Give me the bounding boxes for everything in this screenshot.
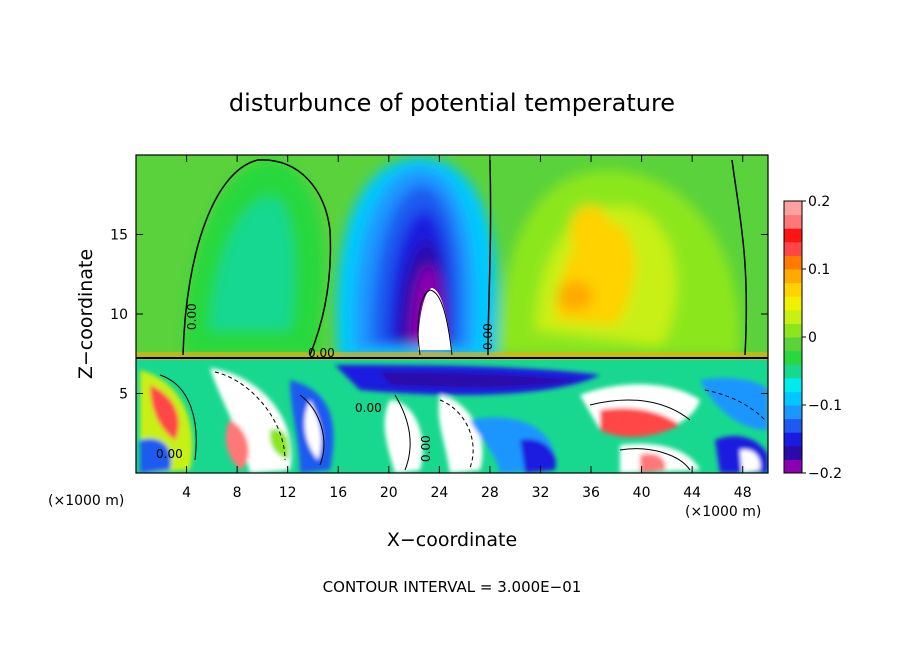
colorbar-swatch	[784, 432, 802, 447]
contour-label: 0.00	[355, 401, 382, 415]
lower-layer-turbulence	[140, 365, 768, 473]
colorbar-swatch	[784, 323, 802, 338]
y-axis-label: Z−coordinate	[75, 249, 97, 379]
x-axis: 4 8 12 16 20 24 28 32 36 40 44 48	[182, 155, 752, 501]
x-unit-label-right: (×1000 m)	[685, 504, 761, 520]
x-tick-label: 24	[430, 485, 448, 501]
colorbar-swatch	[784, 214, 802, 229]
x-axis-label: X−coordinate	[387, 529, 517, 551]
colorbar-swatch	[784, 459, 802, 474]
colorbar-swatch	[784, 241, 802, 256]
y-tick-label: 15	[110, 228, 128, 244]
contour-right-plume-left	[487, 159, 492, 356]
colorbar-swatch	[784, 201, 802, 216]
x-tick-label: 16	[329, 485, 347, 501]
x-tick-label: 48	[734, 485, 752, 501]
contour-interval-note: CONTOUR INTERVAL = 3.000E−01	[323, 578, 582, 596]
contour-left-plume	[182, 159, 332, 356]
colorbar-swatch	[784, 364, 802, 379]
colorbar: 0.2 0.1 0 −0.1 −0.2	[783, 194, 842, 482]
colorbar-tick-label: −0.1	[808, 398, 842, 414]
colorbar-tick-label: 0.1	[808, 262, 830, 278]
contour-lines	[136, 159, 768, 471]
x-tick-label: 28	[481, 485, 499, 501]
x-unit-label-left: (×1000 m)	[48, 493, 124, 509]
colorbar-swatch	[784, 377, 802, 392]
x-tick-label: 32	[532, 485, 550, 501]
x-tick-label: 36	[582, 485, 600, 501]
x-tick-label: 44	[683, 485, 701, 501]
x-tick-label: 40	[633, 485, 651, 501]
colorbar-swatch	[784, 350, 802, 365]
contour-cold-upper	[417, 289, 453, 356]
contour-labels: 0.00 0.00 0.00 0.00 0.00 0.00	[156, 303, 495, 462]
colorbar-swatch	[784, 255, 802, 270]
colorbar-swatch	[784, 391, 802, 406]
x-tick-label: 8	[233, 485, 242, 501]
colorbar-swatch	[784, 282, 802, 297]
contour-label: 0.00	[185, 303, 199, 330]
colorbar-swatch	[784, 296, 802, 311]
interface-band	[136, 352, 768, 360]
colorbar-swatch	[784, 228, 802, 243]
colorbar-swatch	[784, 269, 802, 284]
x-tick-label: 12	[279, 485, 297, 501]
contour-label: 0.00	[419, 435, 433, 462]
plot-area: 0.00 0.00 0.00 0.00 0.00 0.00	[136, 155, 768, 473]
upper-layer-anomalies	[185, 157, 741, 360]
colorbar-swatch	[784, 337, 802, 352]
colorbar-tick-label: 0.2	[808, 194, 830, 210]
y-tick-label: 5	[119, 387, 128, 403]
contour-label: 0.00	[308, 346, 335, 360]
colorbar-swatch	[784, 405, 802, 420]
colorbar-swatch	[784, 418, 802, 433]
y-tick-label: 10	[110, 307, 128, 323]
y-axis: 5 10 15	[110, 228, 768, 403]
warm-core	[418, 288, 452, 350]
x-tick-label: 4	[182, 485, 191, 501]
colorbar-swatch	[784, 445, 802, 460]
x-tick-label: 20	[380, 485, 398, 501]
contour-label: 0.00	[481, 323, 495, 350]
colorbar-tick-label: −0.2	[808, 466, 842, 482]
contour-label: 0.00	[156, 447, 183, 461]
colorbar-swatch	[784, 309, 802, 324]
chart-title: disturbunce of potential temperature	[229, 89, 675, 117]
contour-right-plume-right	[731, 159, 748, 356]
colorbar-tick-label: 0	[808, 330, 817, 346]
